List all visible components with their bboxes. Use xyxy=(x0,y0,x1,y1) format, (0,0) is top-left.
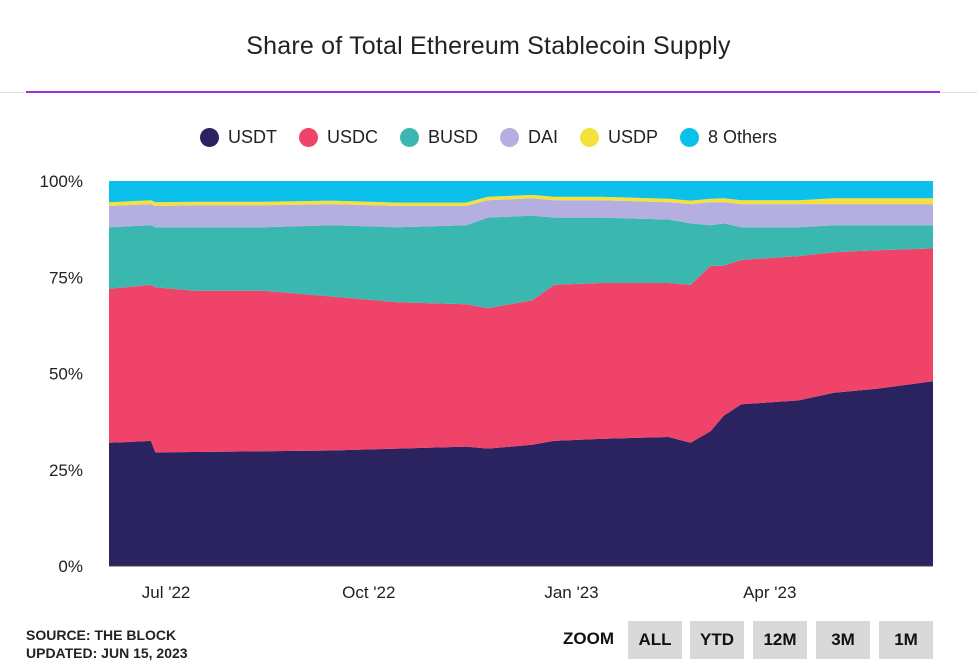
area-chart: 0% 25% 50% 75% 100% Jul '22 Oct '22 Jan '23 Apr … xyxy=(40,172,933,602)
footer-credits: SOURCE: THE BLOCK UPDATED: JUN 15, 2023 xyxy=(26,626,188,662)
x-tick-label: Apr '23 xyxy=(743,583,796,602)
source-text: SOURCE: THE BLOCK xyxy=(26,627,177,643)
chart-legend: USDT USDC BUSD DAI USDP 8 Others xyxy=(0,127,977,148)
zoom-label: ZOOM xyxy=(563,629,614,648)
legend-swatch xyxy=(298,128,318,147)
legend-item[interactable]: USDC xyxy=(298,127,378,148)
area-series-dai xyxy=(109,198,933,228)
legend-label: USDC xyxy=(326,127,378,147)
y-tick-label: 50% xyxy=(49,365,83,384)
area-series-8-others xyxy=(109,181,933,203)
zoom-12m-button[interactable]: 12M xyxy=(753,621,807,659)
y-tick-label: 25% xyxy=(49,461,83,480)
legend-label: USDP xyxy=(608,127,659,147)
legend-item[interactable]: USDP xyxy=(580,127,658,148)
x-tick-label: Jan '23 xyxy=(544,583,598,602)
zoom-1m-button[interactable]: 1M xyxy=(879,621,933,659)
area-series-usdc xyxy=(109,248,933,453)
legend-item[interactable]: BUSD xyxy=(399,127,478,148)
legend-swatch xyxy=(199,128,219,147)
area-series-busd xyxy=(109,215,933,309)
x-tick-label: Oct '22 xyxy=(342,583,395,602)
zoom-3m-button[interactable]: 3M xyxy=(816,621,870,659)
legend-swatch xyxy=(580,128,599,147)
area-series-usdp xyxy=(109,194,933,206)
y-tick-label: 100% xyxy=(40,172,83,191)
legend-swatch xyxy=(680,128,700,147)
updated-text: UPDATED: JUN 15, 2023 xyxy=(26,645,188,661)
legend-swatch xyxy=(399,128,419,147)
legend-item[interactable]: USDT xyxy=(199,127,277,148)
legend-item[interactable]: 8 Others xyxy=(680,127,777,148)
x-tick-label: Jul '22 xyxy=(142,583,191,602)
zoom-all-button[interactable]: ALL xyxy=(628,621,682,659)
chart-title: Share of Total Ethereum Stablecoin Suppl… xyxy=(246,32,731,60)
accent-underline xyxy=(26,91,940,93)
y-tick-label: 0% xyxy=(58,557,83,576)
legend-swatch xyxy=(499,128,519,147)
zoom-ytd-button[interactable]: YTD xyxy=(690,621,744,659)
legend-label: 8 Others xyxy=(708,127,778,147)
legend-label: USDT xyxy=(227,127,277,147)
legend-item[interactable]: DAI xyxy=(499,127,558,148)
legend-label: BUSD xyxy=(427,127,478,147)
y-tick-label: 75% xyxy=(49,268,83,287)
legend-label: DAI xyxy=(527,127,558,147)
area-series-usdt xyxy=(109,381,933,566)
